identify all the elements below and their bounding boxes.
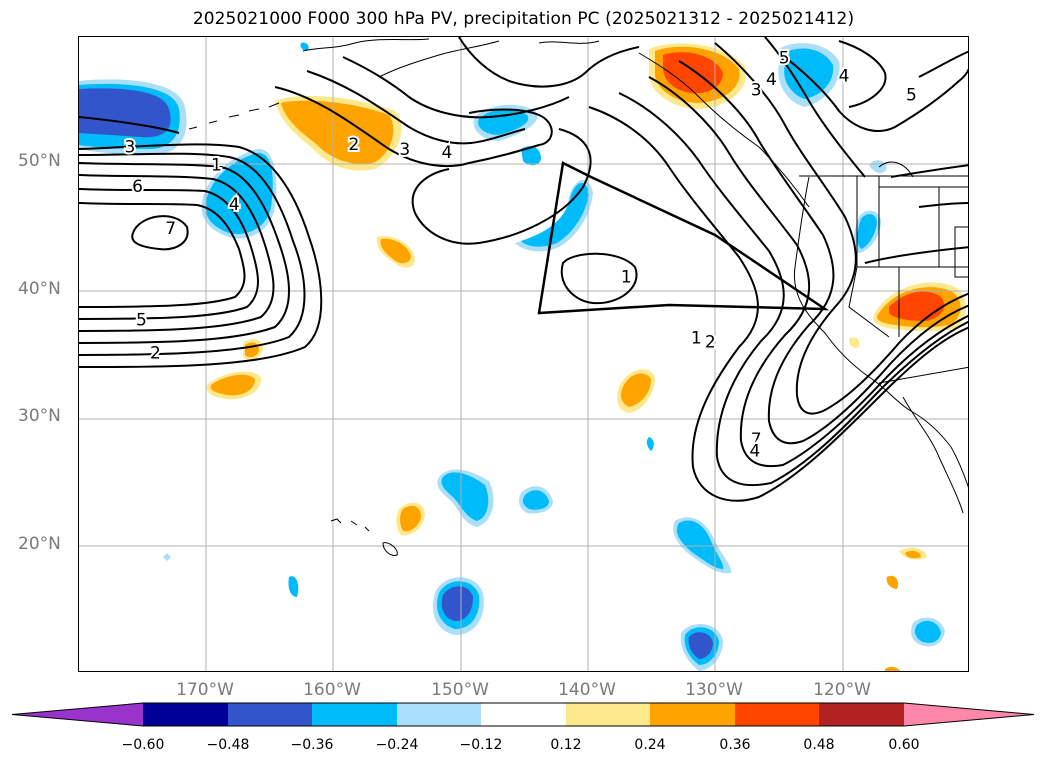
pv-contour-west-8	[79, 116, 180, 134]
pv-contour-north-4	[458, 37, 640, 88]
pv-contour-label: 4	[441, 143, 452, 163]
pv-contour-label: 4	[229, 195, 240, 215]
gridlines	[79, 37, 968, 671]
pv-triangle	[537, 161, 830, 315]
pv-contour-label: 5	[906, 86, 917, 106]
colorbar-segment	[481, 703, 566, 726]
pv-contour-east-10	[918, 202, 968, 208]
pv-contour-label: 2	[705, 332, 716, 352]
colorbar-tick-label: −0.36	[290, 737, 334, 753]
colorbar-segment	[566, 703, 650, 726]
pv-contour-label: 4	[749, 442, 760, 462]
colorbar-segment	[228, 703, 312, 726]
pv-contour-label: 4	[839, 66, 850, 86]
california-box	[954, 226, 968, 278]
pv-contour-east-3	[648, 76, 968, 468]
colorbar-segment	[397, 703, 481, 726]
pacific-nw-coastline	[793, 176, 968, 488]
pv-contours	[79, 37, 968, 502]
pv-contour-north-3	[342, 56, 570, 119]
pv-contour-label: 2	[150, 344, 161, 364]
lon-label-130w: 130°W	[685, 680, 743, 700]
lon-label-170w: 170°W	[176, 680, 234, 700]
pv-contour-north-2	[306, 70, 526, 145]
lat-label-50n: 50°N	[18, 151, 61, 171]
pv-contour-north-5	[411, 128, 592, 245]
pv-contour-east-1	[588, 106, 968, 502]
pv-contour-west-3	[79, 162, 290, 344]
baja-coastline	[902, 396, 964, 514]
pv-contour-label: 7	[751, 430, 762, 450]
pv-contour-east-4	[678, 60, 968, 445]
colorbar-tick-label: −0.60	[121, 737, 165, 753]
colorbar-tick-label: 0.48	[803, 737, 835, 753]
colorbar-outline	[12, 702, 1035, 727]
coastlines	[188, 38, 968, 556]
pv-contour-west-5	[79, 188, 259, 320]
pv-contour-east-5	[714, 42, 968, 415]
us-mexico-border	[878, 366, 968, 384]
alaska-coastline	[302, 38, 810, 208]
lat-label-20n: 20°N	[18, 534, 61, 554]
pv-contour-label: 3	[399, 140, 410, 160]
pv-contour-label: 7	[165, 219, 176, 239]
plot-title: 2025021000 F000 300 hPa PV, precipitatio…	[192, 9, 855, 29]
pv-contour-label: 1	[621, 267, 632, 287]
lon-label-160w: 160°W	[303, 680, 361, 700]
pv-contour-east-6	[764, 37, 866, 178]
pv-contour-east-8	[838, 40, 887, 108]
pv-contour-label: 6	[132, 177, 143, 197]
pv-contour-label: 4	[766, 70, 777, 90]
colorbar-tick-label: 0.24	[634, 737, 666, 753]
colorbar-segment	[312, 703, 397, 726]
colorbar-extend-min	[12, 703, 143, 726]
pv-contour-east-9	[890, 164, 968, 178]
colorbar-tick-label: −0.24	[375, 737, 419, 753]
pv-contour-east-12	[918, 50, 968, 78]
pv-contour-west-7	[131, 215, 189, 251]
lat-label-30n: 30°N	[18, 406, 61, 426]
colorbar-tick-label: −0.12	[459, 737, 503, 753]
aleutian-islands	[188, 102, 280, 130]
colorbar-tick-label: 0.12	[550, 737, 582, 753]
colorbar-tick-label: −0.48	[206, 737, 250, 753]
pv-contour-east-2	[618, 92, 968, 487]
pv-contour-label: 5	[136, 311, 147, 331]
state-borders	[848, 176, 968, 338]
pv-contour-east-11	[864, 246, 968, 264]
colorbar-tick-label: 0.36	[719, 737, 751, 753]
pv-contour-central-oval	[560, 252, 638, 305]
pv-contour-east-7	[778, 52, 968, 132]
colorbar	[12, 702, 1035, 727]
pv-contour-label: 2	[349, 135, 360, 155]
pv-contour-label: 3	[125, 138, 136, 158]
pv-contour-west-2	[79, 152, 306, 356]
colorbar-segment	[143, 703, 228, 726]
colorbar-extend-max	[904, 703, 1034, 726]
pv-contour-label: 1	[691, 328, 702, 348]
pv-contour-west-6	[79, 202, 246, 308]
pv-contour-west-4	[79, 174, 275, 332]
colorbar-segment	[650, 703, 735, 726]
pv-contour-label: 1	[211, 155, 222, 175]
pv-contour-label: 5	[779, 49, 790, 69]
lat-label-40n: 40°N	[18, 279, 61, 299]
lon-label-140w: 140°W	[558, 680, 616, 700]
colorbar-tick-label: 0.60	[888, 737, 920, 753]
colorbar-segments	[12, 702, 1035, 727]
lon-label-150w: 150°W	[431, 680, 489, 700]
pv-contour-north-1	[274, 86, 553, 168]
pv-contour-west-1	[79, 143, 323, 368]
lon-label-120w: 120°W	[813, 680, 871, 700]
colorbar-segment	[819, 703, 904, 726]
hawaii-islands	[330, 518, 398, 556]
colorbar-segment	[735, 703, 819, 726]
pv-contour-label: 3	[751, 80, 762, 100]
